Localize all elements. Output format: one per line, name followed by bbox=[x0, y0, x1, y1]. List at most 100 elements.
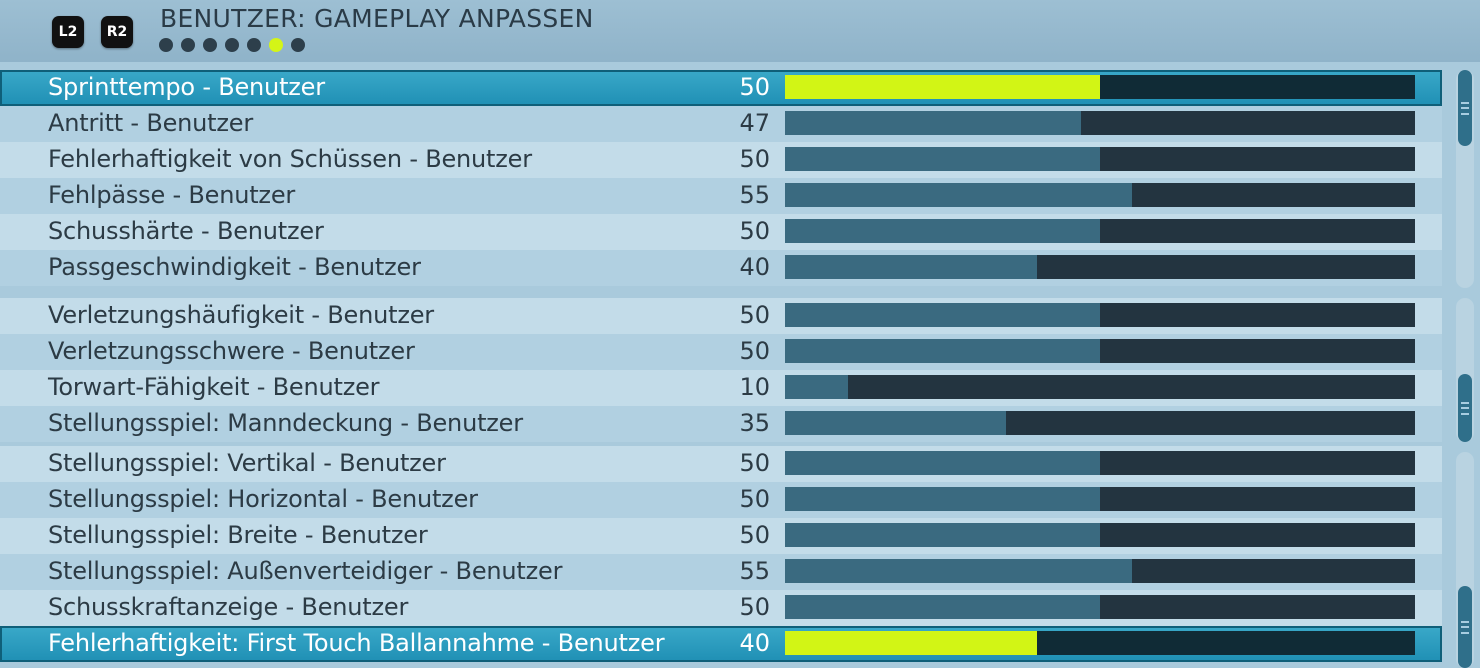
page-indicator bbox=[159, 38, 305, 52]
slider-fill bbox=[785, 219, 1100, 243]
setting-label: Schusshärte - Benutzer bbox=[48, 217, 324, 245]
setting-row[interactable]: Schusshärte - Benutzer 50 bbox=[0, 214, 1442, 250]
setting-row[interactable]: Stellungsspiel: Breite - Benutzer 50 bbox=[0, 518, 1442, 554]
setting-row[interactable]: Antritt - Benutzer 47 bbox=[0, 106, 1442, 142]
page-dot bbox=[247, 38, 261, 52]
setting-label: Stellungsspiel: Manndeckung - Benutzer bbox=[48, 409, 523, 437]
scrollbar-thumb-3[interactable] bbox=[1458, 586, 1472, 668]
setting-slider[interactable] bbox=[785, 303, 1415, 327]
settings-group: Verletzungshäufigkeit - Benutzer 50 Verlet… bbox=[0, 298, 1442, 442]
grip-icon bbox=[1461, 401, 1469, 415]
page-dot bbox=[269, 38, 283, 52]
page-dot bbox=[159, 38, 173, 52]
slider-fill bbox=[785, 255, 1037, 279]
setting-value: 50 bbox=[739, 145, 770, 173]
setting-label: Fehlerhaftigkeit von Schüssen - Benutzer bbox=[48, 145, 532, 173]
slider-fill bbox=[785, 375, 848, 399]
setting-label: Fehlerhaftigkeit: First Touch Ballannahm… bbox=[48, 629, 665, 657]
setting-row[interactable]: Sprinttempo - Benutzer 50 bbox=[0, 70, 1442, 106]
slider-fill bbox=[785, 339, 1100, 363]
slider-fill bbox=[785, 303, 1100, 327]
setting-value: 50 bbox=[739, 73, 770, 101]
page-dot bbox=[225, 38, 239, 52]
setting-label: Verletzungsschwere - Benutzer bbox=[48, 337, 415, 365]
setting-slider[interactable] bbox=[785, 75, 1415, 99]
setting-slider[interactable] bbox=[785, 111, 1415, 135]
setting-value: 50 bbox=[739, 485, 770, 513]
setting-value: 50 bbox=[739, 337, 770, 365]
l2-button[interactable]: L2 bbox=[52, 16, 84, 48]
setting-value: 47 bbox=[739, 109, 770, 137]
setting-row[interactable]: Stellungsspiel: Vertikal - Benutzer 50 bbox=[0, 446, 1442, 482]
setting-label: Fehlpässe - Benutzer bbox=[48, 181, 296, 209]
slider-fill bbox=[785, 595, 1100, 619]
setting-value: 40 bbox=[739, 253, 770, 281]
slider-fill bbox=[785, 631, 1037, 655]
page-dot bbox=[291, 38, 305, 52]
slider-fill bbox=[785, 147, 1100, 171]
setting-slider[interactable] bbox=[785, 451, 1415, 475]
setting-label: Torwart-Fähigkeit - Benutzer bbox=[48, 373, 380, 401]
setting-label: Antritt - Benutzer bbox=[48, 109, 254, 137]
grip-icon bbox=[1461, 620, 1469, 634]
setting-row[interactable]: Verletzungshäufigkeit - Benutzer 50 bbox=[0, 298, 1442, 334]
setting-row[interactable]: Verletzungsschwere - Benutzer 50 bbox=[0, 334, 1442, 370]
setting-row[interactable]: Fehlerhaftigkeit: First Touch Ballannahm… bbox=[0, 626, 1442, 662]
setting-label: Stellungsspiel: Vertikal - Benutzer bbox=[48, 449, 446, 477]
setting-value: 55 bbox=[739, 181, 770, 209]
setting-row[interactable]: Stellungsspiel: Horizontal - Benutzer 50 bbox=[0, 482, 1442, 518]
setting-label: Verletzungshäufigkeit - Benutzer bbox=[48, 301, 434, 329]
settings-group: Sprinttempo - Benutzer 50 Antritt - Benutz… bbox=[0, 70, 1442, 286]
slider-fill bbox=[785, 523, 1100, 547]
setting-row[interactable]: Torwart-Fähigkeit - Benutzer 10 bbox=[0, 370, 1442, 406]
page-title: BENUTZER: GAMEPLAY ANPASSEN bbox=[160, 4, 594, 33]
setting-slider[interactable] bbox=[785, 411, 1415, 435]
setting-label: Stellungsspiel: Breite - Benutzer bbox=[48, 521, 428, 549]
slider-fill bbox=[785, 559, 1132, 583]
setting-slider[interactable] bbox=[785, 147, 1415, 171]
slider-fill bbox=[785, 111, 1082, 135]
slider-fill bbox=[785, 411, 1006, 435]
scrollbar-thumb-2[interactable] bbox=[1458, 374, 1472, 442]
page-dot bbox=[203, 38, 217, 52]
setting-slider[interactable] bbox=[785, 339, 1415, 363]
setting-row[interactable]: Passgeschwindigkeit - Benutzer 40 bbox=[0, 250, 1442, 286]
setting-slider[interactable] bbox=[785, 255, 1415, 279]
slider-fill bbox=[785, 183, 1132, 207]
scrollbar-thumb-1[interactable] bbox=[1458, 70, 1472, 146]
setting-value: 35 bbox=[739, 409, 770, 437]
header: L2 R2 BENUTZER: GAMEPLAY ANPASSEN bbox=[0, 0, 1480, 62]
setting-slider[interactable] bbox=[785, 631, 1415, 655]
setting-value: 50 bbox=[739, 301, 770, 329]
slider-fill bbox=[785, 487, 1100, 511]
setting-label: Stellungsspiel: Außenverteidiger - Benut… bbox=[48, 557, 563, 585]
setting-slider[interactable] bbox=[785, 595, 1415, 619]
setting-value: 50 bbox=[739, 593, 770, 621]
setting-label: Sprinttempo - Benutzer bbox=[48, 73, 325, 101]
slider-fill bbox=[785, 75, 1100, 99]
setting-label: Passgeschwindigkeit - Benutzer bbox=[48, 253, 421, 281]
setting-label: Stellungsspiel: Horizontal - Benutzer bbox=[48, 485, 478, 513]
setting-row[interactable]: Schusskraftanzeige - Benutzer 50 bbox=[0, 590, 1442, 626]
setting-row[interactable]: Stellungsspiel: Außenverteidiger - Benut… bbox=[0, 554, 1442, 590]
setting-slider[interactable] bbox=[785, 219, 1415, 243]
setting-slider[interactable] bbox=[785, 183, 1415, 207]
setting-value: 10 bbox=[739, 373, 770, 401]
setting-value: 50 bbox=[739, 521, 770, 549]
setting-row[interactable]: Fehlpässe - Benutzer 55 bbox=[0, 178, 1442, 214]
page-dot bbox=[181, 38, 195, 52]
setting-label: Schusskraftanzeige - Benutzer bbox=[48, 593, 409, 621]
grip-icon bbox=[1461, 101, 1469, 115]
setting-row[interactable]: Fehlerhaftigkeit von Schüssen - Benutzer… bbox=[0, 142, 1442, 178]
slider-fill bbox=[785, 451, 1100, 475]
setting-value: 50 bbox=[739, 217, 770, 245]
setting-slider[interactable] bbox=[785, 559, 1415, 583]
setting-row[interactable]: Stellungsspiel: Manndeckung - Benutzer 35 bbox=[0, 406, 1442, 442]
setting-slider[interactable] bbox=[785, 523, 1415, 547]
setting-slider[interactable] bbox=[785, 375, 1415, 399]
setting-value: 50 bbox=[739, 449, 770, 477]
settings-group: Stellungsspiel: Vertikal - Benutzer 50 Ste… bbox=[0, 446, 1442, 662]
setting-slider[interactable] bbox=[785, 487, 1415, 511]
r2-button[interactable]: R2 bbox=[101, 16, 133, 48]
setting-value: 55 bbox=[739, 557, 770, 585]
